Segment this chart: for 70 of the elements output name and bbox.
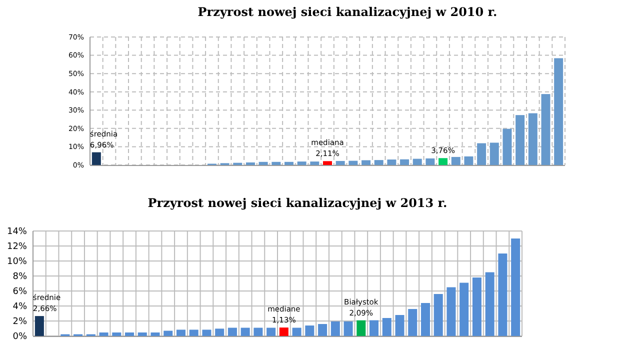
y-tick-label: 6% <box>12 287 28 298</box>
bar <box>272 162 281 165</box>
bar <box>176 330 186 336</box>
bar <box>420 303 430 336</box>
bar <box>254 328 263 336</box>
bar <box>99 332 108 336</box>
bar <box>202 330 212 336</box>
bar <box>318 324 328 336</box>
bar <box>266 328 276 336</box>
bar <box>344 321 353 336</box>
bar <box>387 160 396 165</box>
bar <box>112 332 122 336</box>
bar <box>490 142 499 165</box>
bar <box>310 162 320 165</box>
bar <box>336 160 345 165</box>
bar <box>395 315 404 336</box>
bar <box>426 158 435 165</box>
bar <box>150 332 160 336</box>
bar <box>228 328 237 336</box>
chart-title: Przyrost nowej sieci kanalizacyjnej w 2010 r. <box>198 5 498 19</box>
bar <box>528 113 538 165</box>
bar <box>382 318 392 336</box>
bar <box>434 294 443 336</box>
bar <box>215 328 224 336</box>
bar <box>258 162 268 165</box>
bar <box>92 152 101 165</box>
bar <box>408 309 418 336</box>
y-tick-label: 10% <box>6 257 28 268</box>
bar <box>323 161 332 165</box>
bar <box>138 332 147 336</box>
bar <box>438 158 448 165</box>
bar <box>297 162 306 165</box>
y-tick-label: 0% <box>12 332 28 342</box>
bar <box>34 316 44 336</box>
y-tick-label: 2% <box>12 317 28 328</box>
bar <box>125 332 134 336</box>
bar <box>305 326 314 336</box>
bar <box>472 278 482 336</box>
bar <box>502 128 512 165</box>
bar <box>284 162 294 165</box>
bar <box>400 159 410 165</box>
bar <box>516 115 525 165</box>
bar <box>292 328 302 336</box>
bar <box>511 238 520 336</box>
bar <box>451 156 460 165</box>
bar <box>348 160 358 165</box>
chart-title: Przyrost nowej sieci kanalizacyjnej w 2013 r. <box>148 196 448 210</box>
bar <box>246 162 255 165</box>
bar <box>370 320 379 336</box>
bar <box>460 282 469 336</box>
bar <box>446 287 456 336</box>
bar <box>485 272 494 336</box>
bar <box>279 328 288 336</box>
bar <box>362 160 371 165</box>
y-tick-label: 14% <box>6 227 28 238</box>
bar <box>164 330 173 336</box>
bar <box>412 158 422 165</box>
bar <box>356 320 366 336</box>
bar <box>554 58 564 165</box>
bar <box>498 254 508 336</box>
y-tick-label: 8% <box>12 272 28 282</box>
y-tick-label: 12% <box>6 242 28 252</box>
bar <box>189 330 198 336</box>
bar <box>477 143 486 165</box>
bar <box>240 328 250 336</box>
bar <box>374 160 384 165</box>
bar <box>464 156 474 165</box>
bar <box>541 94 550 165</box>
bar <box>330 321 340 336</box>
y-tick-label: 4% <box>12 302 28 312</box>
